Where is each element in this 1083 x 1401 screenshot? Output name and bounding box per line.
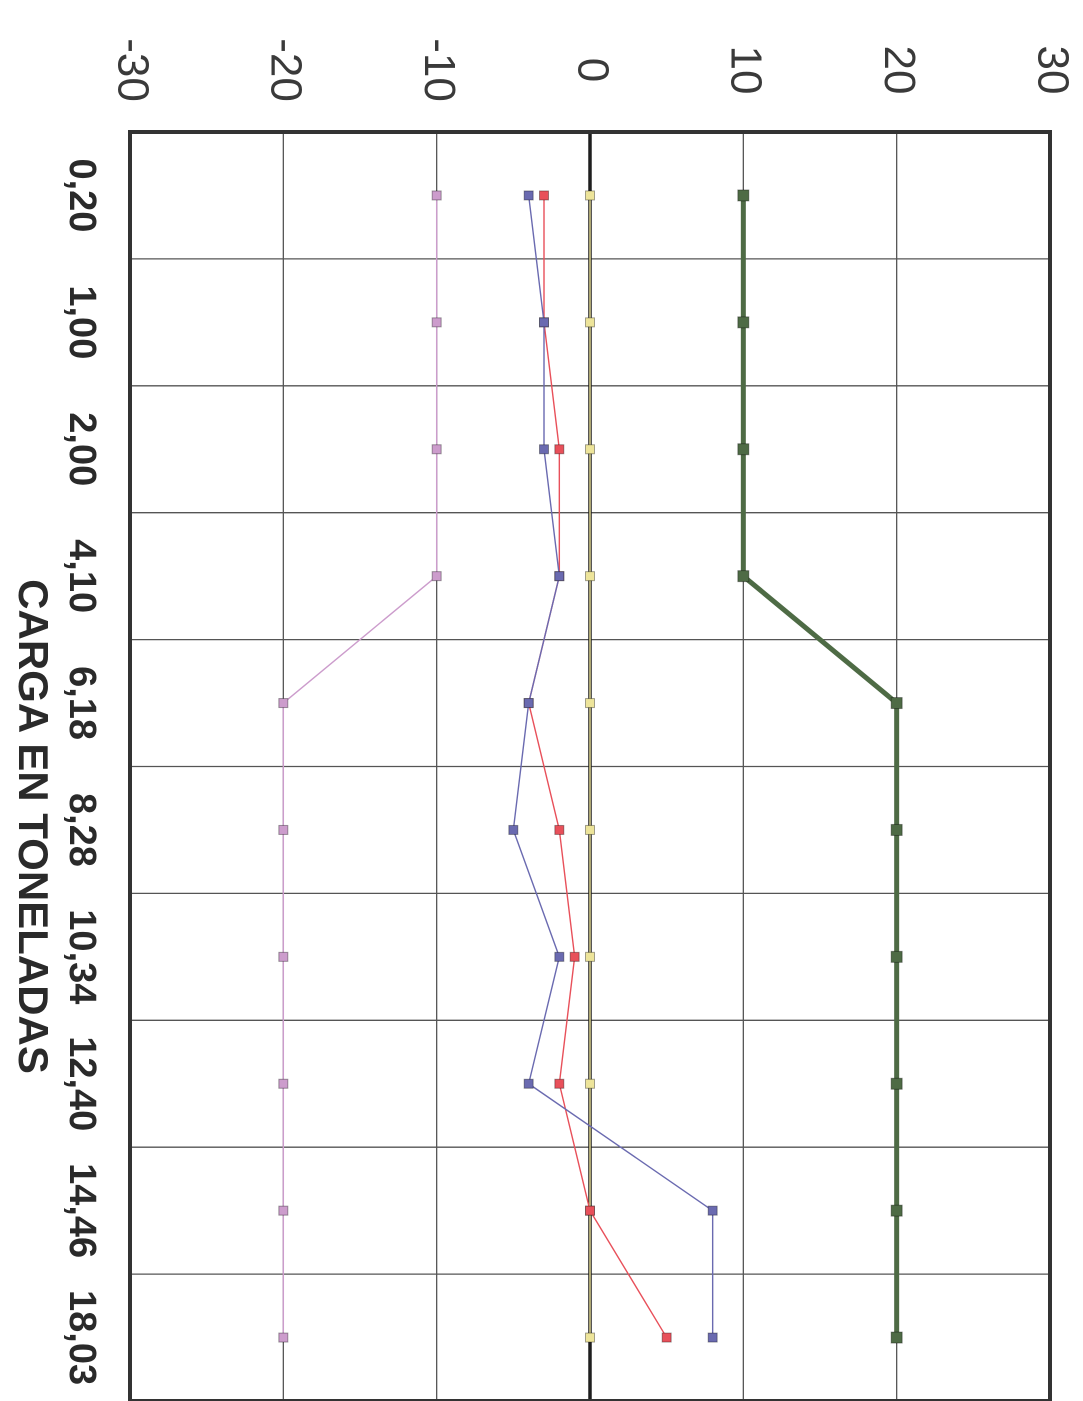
data-point — [278, 824, 289, 835]
data-point — [523, 190, 534, 201]
data-point — [523, 698, 534, 709]
data-point — [539, 444, 549, 455]
category-label: 4,10 — [61, 539, 103, 613]
data-point — [554, 1078, 565, 1089]
data-point — [278, 698, 289, 709]
data-point — [508, 824, 519, 835]
data-point — [585, 444, 595, 455]
category-label: 6,18 — [61, 666, 103, 740]
data-point — [554, 571, 565, 582]
series-1 — [737, 189, 903, 1344]
y-tick-label: 0 — [568, 58, 617, 82]
data-point — [707, 1205, 718, 1216]
data-point — [585, 698, 595, 709]
data-point — [890, 1331, 903, 1344]
category-labels: 0,20 1,00 2,00 4,10 6,18 8,28 10,34 12,40 14,46 1… — [61, 158, 103, 1385]
data-point — [554, 824, 565, 835]
data-point — [737, 443, 750, 456]
y-tick-label: -20 — [262, 38, 311, 102]
data-point — [278, 951, 289, 962]
category-label: 8,28 — [61, 793, 103, 867]
data-point — [585, 190, 595, 201]
data-point — [554, 951, 565, 962]
series-2 — [278, 190, 442, 1343]
data-point — [431, 571, 442, 582]
data-point — [585, 1205, 595, 1216]
data-point — [707, 1332, 718, 1343]
data-point — [431, 444, 442, 455]
data-point — [661, 1332, 672, 1343]
data-point — [431, 190, 442, 201]
data-point — [585, 317, 595, 328]
data-point — [585, 951, 595, 962]
data-point — [890, 823, 903, 836]
data-point — [890, 697, 903, 710]
category-label: 10,34 — [61, 909, 103, 1004]
data-point — [278, 1078, 289, 1089]
data-point — [539, 190, 549, 201]
plot-frame — [128, 130, 1052, 1401]
y-tick-label: 20 — [875, 46, 924, 95]
data-point — [523, 1078, 534, 1089]
category-label: 14,46 — [61, 1163, 103, 1258]
category-label: 12,40 — [61, 1036, 103, 1131]
category-label: 2,00 — [61, 412, 103, 486]
y-tick-label: -10 — [415, 38, 464, 102]
data-point — [585, 824, 595, 835]
y-tick-labels: -30 -20 -10 0 10 20 30 — [108, 38, 1077, 102]
series-5 — [508, 190, 718, 1343]
y-tick-label: 30 — [1028, 46, 1077, 95]
data-point — [569, 951, 580, 962]
data-point — [585, 1332, 595, 1343]
category-label: 1,00 — [61, 285, 103, 359]
series-line — [282, 195, 438, 1338]
series-line — [740, 195, 900, 1338]
series-layer — [278, 189, 903, 1344]
y-tick-label: 10 — [722, 46, 771, 95]
series-line — [512, 195, 714, 1338]
x-axis-title: CARGA EN TONELADAS — [10, 579, 57, 1074]
category-label: 18,03 — [61, 1290, 103, 1385]
data-point — [890, 1204, 903, 1217]
category-label: 0,20 — [61, 158, 103, 232]
data-point — [890, 1077, 903, 1090]
data-point — [431, 317, 442, 328]
data-point — [554, 444, 565, 455]
data-point — [278, 1332, 289, 1343]
data-point — [585, 1078, 595, 1089]
series-3 — [585, 190, 595, 1343]
data-point — [585, 571, 595, 582]
data-point — [737, 316, 750, 329]
data-point — [539, 317, 549, 328]
data-point — [890, 950, 903, 963]
series-line — [527, 195, 668, 1338]
data-point — [737, 189, 750, 202]
y-tick-label: -30 — [108, 38, 157, 102]
data-point — [278, 1205, 289, 1216]
data-point — [737, 570, 750, 583]
